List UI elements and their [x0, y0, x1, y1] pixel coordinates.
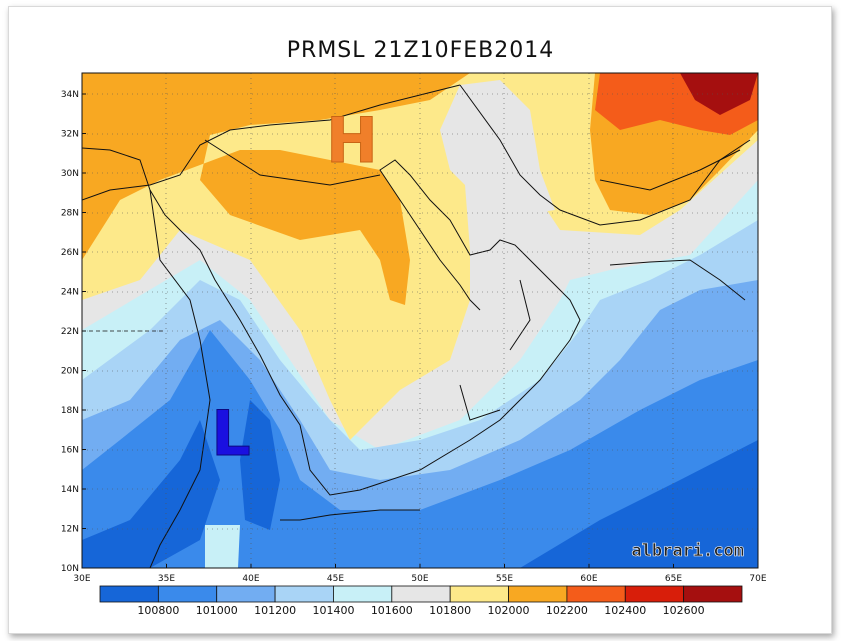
color-legend: 100800 101000 101200 101400 101600 101800 1020… — [99, 585, 743, 617]
legend-swatch — [391, 585, 451, 603]
y-tick-label: 20N — [61, 367, 79, 377]
legend-label: 101400 — [312, 604, 354, 617]
legend-swatch — [624, 585, 685, 603]
field-102600 — [680, 73, 758, 115]
x-tick-label: 40E — [242, 574, 259, 584]
legend-swatch — [683, 585, 743, 603]
field-100800-west — [82, 420, 220, 568]
y-tick-label: 32N — [61, 130, 79, 140]
field-100800-east — [520, 440, 758, 568]
x-tick-label: 50E — [411, 574, 428, 584]
y-tick-label: 34N — [61, 90, 79, 100]
legend-label: 101800 — [429, 604, 471, 617]
y-tick-label: 28N — [61, 209, 79, 219]
x-tick-label: 55E — [496, 574, 513, 584]
y-axis-labels: 34N 32N 30N 28N 26N 24N 22N 20N 18N 16N 14N 12N 10N — [61, 90, 86, 574]
x-tick-label: 70E — [749, 574, 766, 584]
y-tick-label: 24N — [61, 288, 79, 298]
field-100800-redsea — [240, 400, 280, 530]
high-pressure-marker: H — [326, 104, 378, 177]
pressure-fields — [82, 73, 758, 568]
legend-label: 101200 — [254, 604, 296, 617]
x-tick-label: 45E — [327, 574, 344, 584]
y-tick-label: 16N — [61, 446, 79, 456]
y-tick-label: 30N — [61, 169, 79, 179]
y-tick-label: 12N — [61, 525, 79, 535]
y-tick-label: 22N — [61, 327, 79, 337]
legend-swatch — [99, 585, 159, 603]
legend-swatch — [216, 585, 276, 603]
legend-swatch — [449, 585, 509, 603]
y-tick-label: 10N — [61, 564, 79, 574]
legend-swatch — [566, 585, 626, 603]
legend-label: 102200 — [546, 604, 588, 617]
coastlines — [82, 84, 751, 568]
low-pressure-marker: L — [211, 397, 251, 470]
legend-swatch — [508, 585, 568, 603]
legend-swatch — [333, 585, 393, 603]
legend-label: 101000 — [196, 604, 238, 617]
y-tick-label: 18N — [61, 406, 79, 416]
legend-swatch — [274, 585, 334, 603]
legend-label: 102000 — [488, 604, 530, 617]
legend-label: 100800 — [137, 604, 179, 617]
x-tick-label: 60E — [580, 574, 597, 584]
x-tick-label: 30E — [73, 574, 90, 584]
field-101600-south — [205, 525, 240, 568]
legend-label: 101600 — [371, 604, 413, 617]
legend-label: 102600 — [663, 604, 705, 617]
field-102200 — [82, 73, 470, 305]
watermark: albrari.com — [631, 541, 744, 561]
x-tick-label: 35E — [158, 574, 175, 584]
x-tick-label: 65E — [665, 574, 682, 584]
legend-swatch — [157, 585, 218, 603]
x-axis-labels: 30E 35E 40E 45E 50E 55E 60E 65E 70E — [73, 564, 767, 584]
legend-label: 102400 — [604, 604, 646, 617]
map-title: PRMSL 21Z10FEB2014 — [286, 38, 555, 63]
y-tick-label: 14N — [61, 485, 79, 495]
y-tick-label: 26N — [61, 248, 79, 258]
